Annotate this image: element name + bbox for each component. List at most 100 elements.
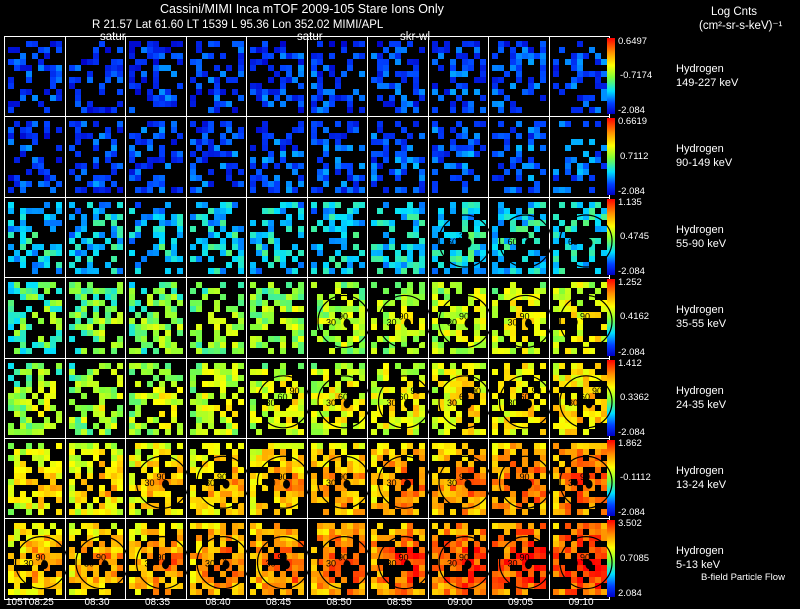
flux-pixel: [540, 386, 546, 393]
flux-pixel: [298, 294, 304, 301]
flux-pixel: [449, 101, 456, 107]
flux-pixel: [358, 398, 365, 405]
flux-pixel: [280, 65, 286, 71]
flux-pixel: [492, 151, 498, 158]
flux-pixel: [467, 145, 474, 152]
flux-pixel: [14, 455, 20, 461]
flux-pixel: [129, 547, 135, 554]
flux-pixel: [322, 267, 329, 274]
flux-pixel: [20, 503, 26, 509]
flux-pixel: [129, 175, 135, 182]
flux-pixel: [516, 59, 522, 65]
flux-pixel: [582, 368, 589, 375]
flux-pixel: [419, 187, 425, 194]
flux-pixel: [189, 455, 196, 461]
flux-pixel: [600, 529, 607, 536]
flux-pixel: [250, 485, 256, 491]
flux-pixel: [449, 163, 456, 170]
flux-pixel: [352, 348, 359, 355]
flux-pixel: [153, 449, 159, 455]
flux-pixel: [8, 479, 14, 485]
flux-pixel: [92, 175, 99, 182]
flux-pixel: [195, 41, 202, 47]
flux-pixel: [467, 428, 474, 435]
flux-pixel: [92, 267, 99, 274]
flux-pixel: [576, 523, 583, 530]
flux-pixel: [177, 294, 183, 301]
flux-pixel: [498, 65, 504, 71]
flux-pixel: [431, 348, 438, 355]
flux-pixel: [213, 374, 220, 381]
flux-pixel: [377, 175, 383, 182]
flux-pixel: [395, 529, 401, 536]
flux-pixel: [419, 294, 425, 301]
flux-pixel: [298, 201, 304, 208]
flux-pixel: [504, 509, 510, 515]
flux-pixel: [110, 169, 117, 176]
flux-pixel: [189, 121, 196, 128]
flux-pixel: [510, 163, 516, 170]
flux-pixel: [147, 41, 153, 47]
flux-pixel: [177, 443, 183, 449]
flux-pixel: [443, 163, 450, 170]
flux-pixel: [383, 71, 389, 77]
flux-pixel: [492, 392, 498, 399]
flux-pixel: [44, 261, 50, 268]
flux-pixel: [219, 89, 226, 95]
flux-pixel: [358, 71, 365, 77]
flux-pixel: [165, 449, 171, 455]
flux-pixel: [594, 523, 601, 530]
flux-pixel: [20, 392, 26, 399]
flux-pixel: [26, 398, 32, 405]
flux-pixel: [334, 529, 341, 536]
flux-pixel: [14, 428, 20, 435]
flux-pixel: [219, 336, 226, 343]
flux-pixel: [44, 404, 50, 411]
flux-pixel: [135, 392, 141, 399]
flux-pixel: [371, 455, 377, 461]
flux-pixel: [346, 187, 353, 194]
flux-pixel: [213, 380, 220, 387]
flux-pixel: [92, 300, 99, 307]
flux-pixel: [225, 101, 232, 107]
flux-pixel: [298, 95, 304, 101]
flux-pixel: [80, 348, 87, 355]
flux-pixel: [467, 65, 474, 71]
flux-pixel: [358, 249, 365, 256]
flux-pixel: [262, 139, 268, 146]
flux-pixel: [129, 306, 135, 313]
flux-pixel: [371, 398, 377, 405]
flux-pixel: [56, 529, 62, 536]
flux-pixel: [431, 541, 438, 548]
colorbar-mid-label: 0.7112: [620, 150, 649, 162]
flux-pixel: [389, 386, 395, 393]
flux-pixel: [213, 523, 220, 530]
flux-pixel: [419, 449, 425, 455]
flux-pixel: [237, 169, 244, 176]
flux-pixel: [437, 53, 444, 59]
flux-pixel: [413, 65, 419, 71]
flux-pixel: [455, 523, 462, 530]
flux-pixel: [159, 422, 165, 429]
flux-pixel: [44, 449, 50, 455]
flux-pixel: [68, 237, 75, 244]
flux-pixel: [32, 479, 38, 485]
flux-pixel: [26, 77, 32, 83]
flux-pixel: [80, 169, 87, 176]
flux-pixel: [492, 101, 498, 107]
flux-pixel: [322, 523, 329, 530]
flux-pixel: [431, 577, 438, 584]
flux-pixel: [74, 306, 81, 313]
flux-pixel: [401, 509, 407, 515]
time-tick-label: 08:40: [205, 597, 231, 608]
flux-pixel: [38, 491, 44, 497]
flux-pixel: [437, 509, 444, 515]
flux-pixel: [189, 374, 196, 381]
flux-pixel: [213, 330, 220, 337]
flux-pixel: [32, 392, 38, 399]
flux-pixel: [413, 89, 419, 95]
flux-pixel: [455, 368, 462, 375]
flux-pixel: [310, 133, 317, 140]
flux-pixel: [153, 386, 159, 393]
flux-pixel: [371, 282, 377, 289]
